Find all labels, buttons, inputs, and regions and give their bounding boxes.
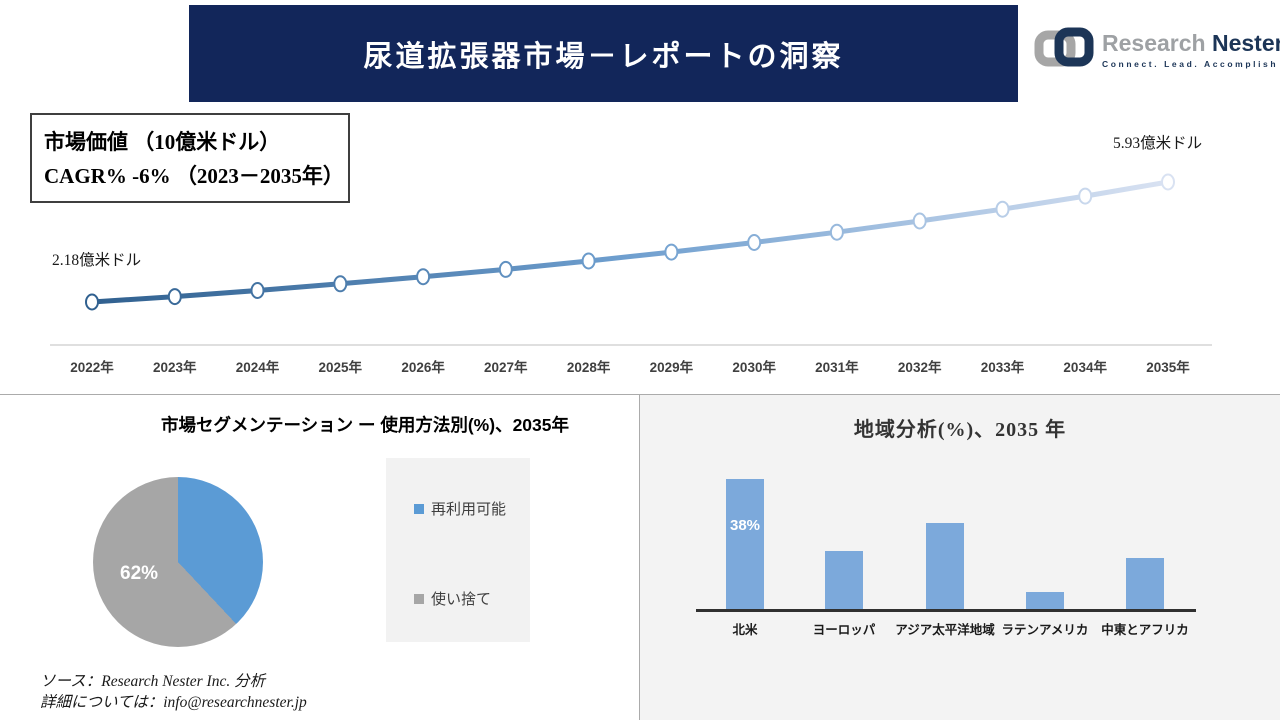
data-point-marker: [1078, 187, 1093, 205]
x-axis-tick-label: 2022年: [70, 359, 114, 375]
data-point-marker: [250, 282, 265, 299]
market-value-series-line: [89, 179, 1171, 305]
x-axis-tick-label: 2024年: [236, 359, 280, 375]
bar-category-label: ラテンアメリカ: [1001, 623, 1089, 637]
data-point-marker: [664, 243, 679, 261]
data-point-marker: [912, 212, 927, 230]
data-point-marker: [581, 252, 596, 270]
logo-brand-secondary: Nester: [1211, 30, 1280, 57]
horizontal-divider: [0, 394, 1280, 395]
x-axis-tick-label: 2026年: [401, 359, 445, 375]
bar-category-label: 中東とアフリカ: [1101, 623, 1189, 637]
regional-analysis-bar-chart: 38%: [696, 395, 1196, 612]
market-value-line: 市場価値 （10億米ドル）: [44, 130, 281, 155]
regional-analysis-panel: 地域分析(%)、2035 年 38% 北米 ヨーロッパ アジア太平洋地域 ラテンアメリ…: [640, 395, 1280, 720]
bar-3: [926, 523, 964, 609]
last-point-value-label: 5.93億米ドル: [1113, 135, 1203, 152]
first-point-value-label: 2.18億米ドル: [52, 252, 142, 269]
legend-swatch-blue: [414, 503, 424, 514]
legend-item-disposable: 使い捨て: [414, 588, 491, 609]
legend-item-reusable: 再利用可能: [414, 498, 506, 519]
data-point-marker: [85, 293, 99, 311]
x-axis-tick-label: 2025年: [319, 359, 363, 375]
bar-category-label: 北米: [732, 623, 758, 637]
logo-text: Research Nester Connect. Lead. Accomplis…: [1102, 31, 1280, 68]
bar-chart-title: 地域分析(%)、2035 年: [853, 419, 1067, 441]
chain-link-icon: [1032, 24, 1094, 77]
x-axis-tick-label: 2033年: [981, 359, 1025, 375]
legend-label: 使い捨て: [431, 591, 492, 608]
data-point-marker: [167, 288, 182, 306]
data-point-marker: [416, 268, 431, 286]
pie-chart-title: 市場セグメンテーション ー 使用方法別(%)、2035年: [160, 415, 570, 435]
contact-line: 詳細については：info@researchnester.jp: [40, 693, 307, 711]
vertical-divider: [639, 394, 640, 720]
market-value-box: 市場価値 （10億米ドル） CAGR% -6% （2023－2035年）: [30, 113, 350, 203]
usage-segmentation-pie-chart: 62%: [93, 477, 263, 647]
cagr-line: CAGR% -6% （2023－2035年）: [44, 163, 344, 188]
x-axis-tick-label: 2028年: [567, 359, 611, 375]
page-title: 尿道拡張器市場－レポートの洞察: [363, 40, 844, 73]
bar-1: 38%: [726, 479, 764, 609]
pie-slice-percentage-label: 62%: [120, 563, 159, 584]
brand-logo: Research Nester Connect. Lead. Accomplis…: [1032, 20, 1280, 80]
data-point-marker: [333, 275, 348, 293]
bar-category-label: ヨーロッパ: [812, 623, 876, 637]
x-axis-tick-label: 2031年: [815, 359, 859, 375]
legend-label: 再利用可能: [431, 501, 507, 518]
bar-2: [825, 551, 863, 609]
data-point-marker: [747, 234, 762, 251]
x-axis-tick-label: 2034年: [1063, 359, 1107, 375]
pie-legend: 再利用可能 使い捨て: [386, 458, 530, 642]
x-axis-tick-label: 2027年: [484, 359, 528, 375]
x-axis-tick-label: 2032年: [898, 359, 942, 375]
logo-brand-primary: Research: [1102, 30, 1206, 57]
data-point-marker: [498, 260, 513, 278]
legend-swatch-gray: [414, 593, 424, 604]
x-axis-tick-label: 2023年: [153, 359, 197, 375]
bar-value-label: 38%: [729, 517, 761, 534]
x-axis-tick-label: 2035年: [1146, 359, 1190, 375]
data-point-marker: [995, 200, 1010, 218]
x-axis-tick-label: 2030年: [732, 359, 776, 375]
bar-5: [1126, 558, 1164, 609]
bar-category-label: アジア太平洋地域: [895, 623, 995, 637]
x-axis-tick-label: 2029年: [650, 359, 694, 375]
logo-tagline: Connect. Lead. Accomplish: [1102, 58, 1279, 69]
bar-4: [1026, 592, 1064, 609]
logo-brand: Research Nester: [1102, 31, 1280, 55]
data-point-marker: [829, 223, 844, 241]
title-banner: 尿道拡張器市場－レポートの洞察: [189, 5, 1018, 102]
source-line: ソース：Research Nester Inc. 分析: [40, 673, 266, 690]
data-point-marker: [1161, 173, 1175, 191]
market-value-line-chart: 2022年 2023年 2024年 2025年 2026年 2027年 2028年 2029年…: [50, 173, 1212, 375]
source-note: ソース：Research Nester Inc. 分析 詳細については：info…: [40, 672, 307, 714]
